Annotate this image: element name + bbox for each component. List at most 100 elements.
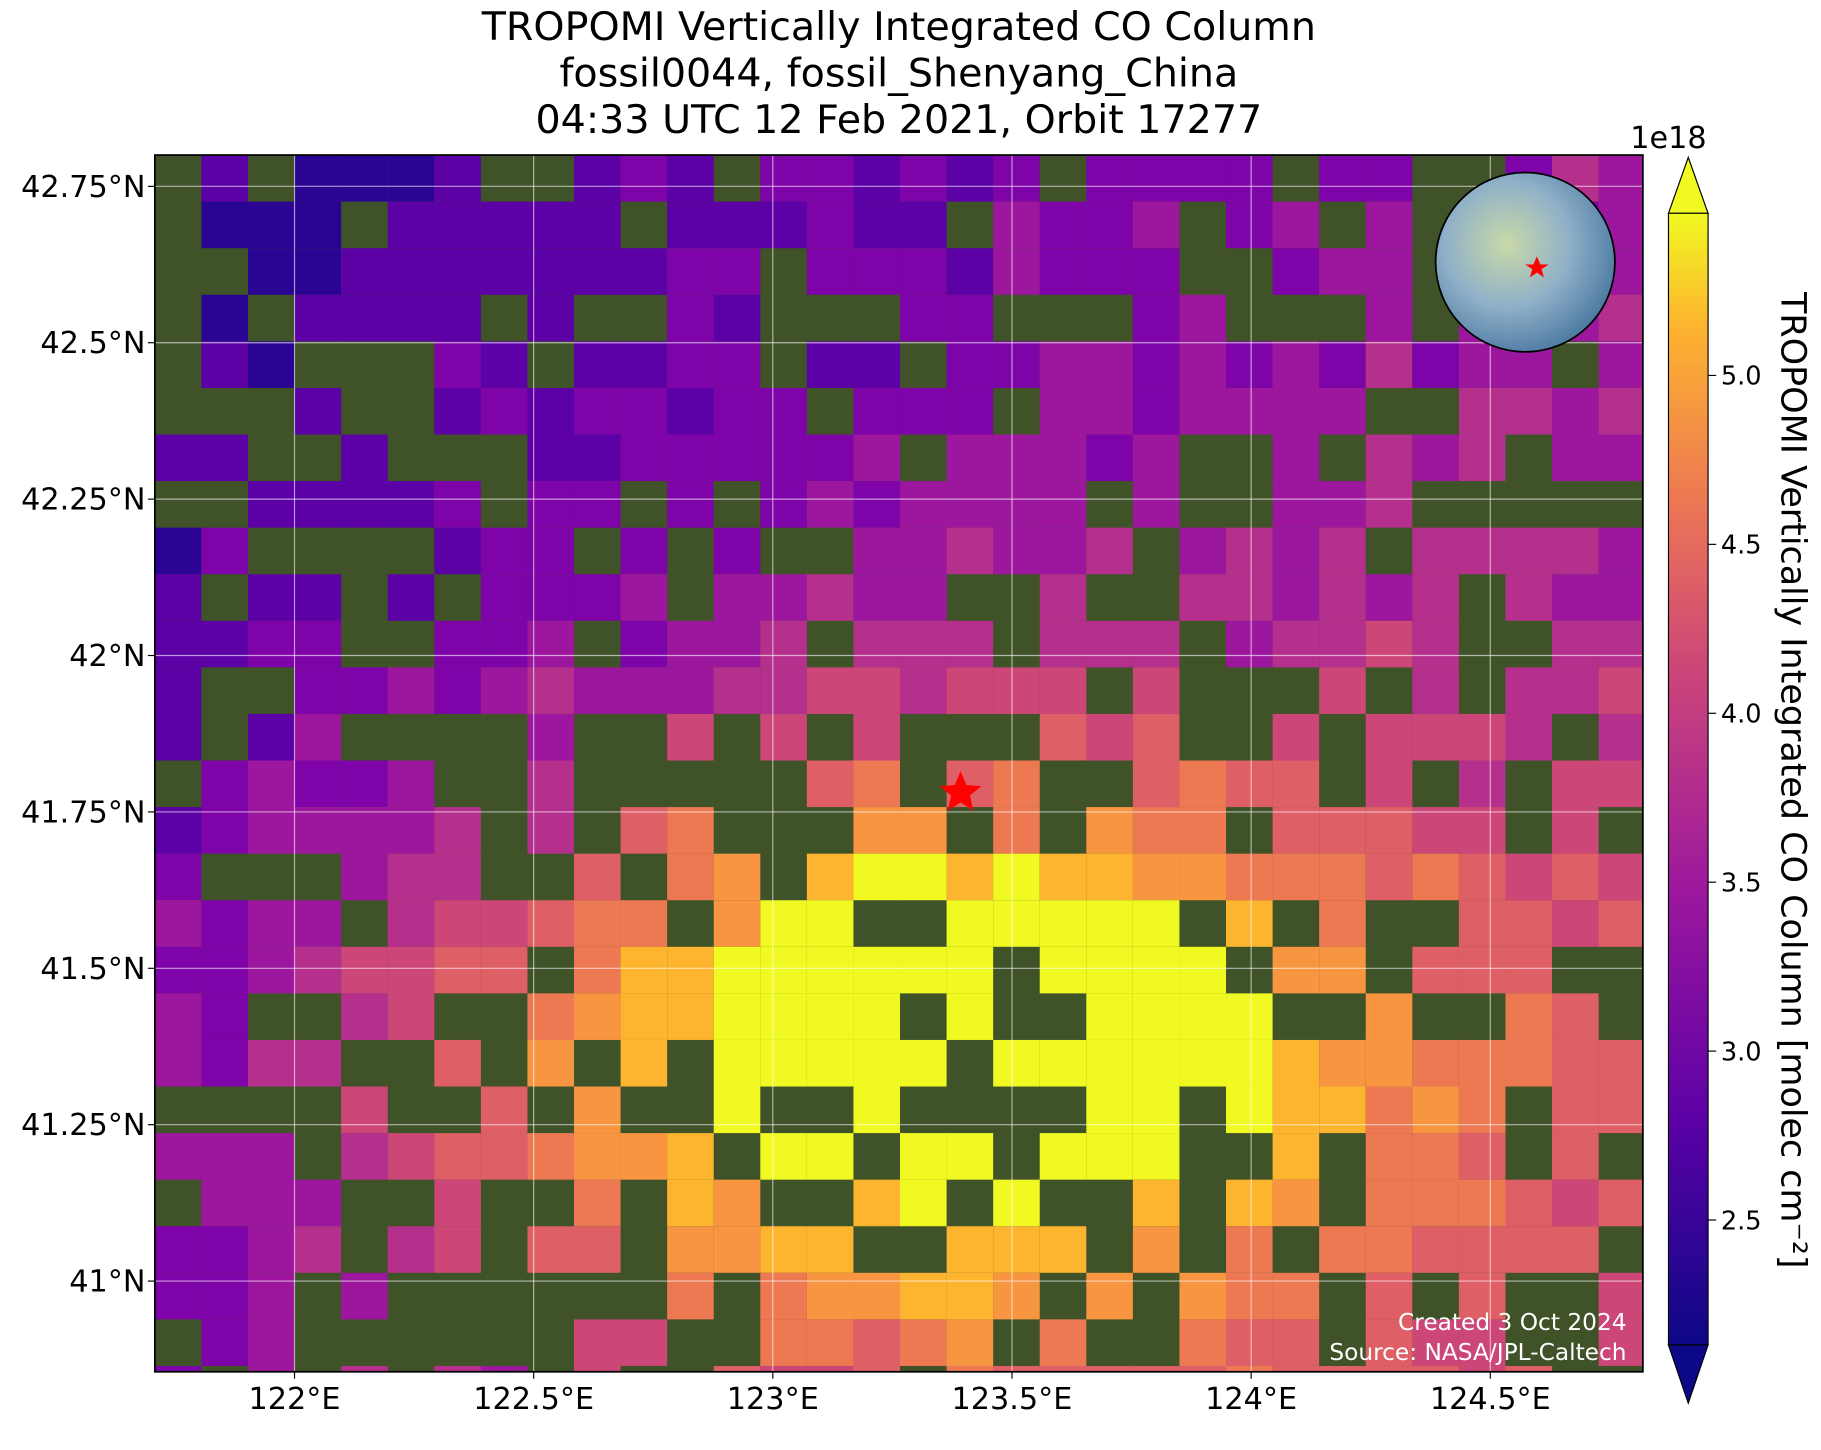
pixel xyxy=(853,155,901,202)
pixel xyxy=(1412,1179,1459,1227)
pixel xyxy=(1179,341,1227,388)
pixel xyxy=(1226,1365,1273,1372)
colorbar-tick-label: 3.0 xyxy=(1721,1037,1762,1067)
pixel xyxy=(1365,1226,1413,1273)
pixel xyxy=(713,667,761,714)
pixel xyxy=(1552,1133,1599,1180)
pixel xyxy=(1179,853,1227,901)
pixel xyxy=(201,620,249,668)
pixel xyxy=(480,946,528,994)
colorbar-tick-label: 5.0 xyxy=(1721,362,1762,392)
pixel xyxy=(1458,1226,1506,1273)
pixel xyxy=(341,434,388,482)
colorbar-tick-label: 4.0 xyxy=(1721,700,1762,730)
pixel xyxy=(480,574,528,621)
pixel xyxy=(946,481,994,528)
pixel xyxy=(1086,1133,1133,1180)
pixel xyxy=(1272,1086,1320,1134)
pixel xyxy=(1598,713,1643,761)
pixel xyxy=(1039,1133,1087,1180)
pixel xyxy=(248,341,295,388)
pixel xyxy=(667,1179,714,1227)
pixel xyxy=(154,713,202,761)
pixel xyxy=(806,667,854,714)
pixel xyxy=(713,1039,761,1087)
pixel xyxy=(667,853,714,901)
pixel xyxy=(853,341,901,388)
pixel xyxy=(713,248,761,295)
pixel xyxy=(1365,294,1413,342)
pixel xyxy=(434,294,481,342)
pixel xyxy=(480,527,528,575)
pixel xyxy=(946,1365,994,1372)
pixel xyxy=(1132,1133,1180,1180)
pixel xyxy=(853,481,901,528)
pixel xyxy=(853,1272,901,1320)
pixel xyxy=(1412,620,1459,668)
pixel xyxy=(993,760,1040,808)
pixel xyxy=(1226,341,1273,388)
pixel xyxy=(201,201,249,249)
pixel xyxy=(667,667,714,714)
pixel xyxy=(1505,946,1553,994)
pixel xyxy=(1179,155,1227,202)
pixel xyxy=(1272,1272,1320,1320)
pixel xyxy=(993,201,1040,249)
pixel xyxy=(1039,667,1087,714)
pixel xyxy=(1132,1086,1180,1134)
pixel xyxy=(294,294,342,342)
pixel xyxy=(1319,387,1366,435)
map-area xyxy=(154,155,1643,1372)
pixel xyxy=(1458,946,1506,994)
pixel xyxy=(387,248,435,295)
pixel xyxy=(1272,1179,1320,1227)
pixel xyxy=(1412,1226,1459,1273)
pixel xyxy=(1505,1039,1553,1087)
pixel xyxy=(1226,1226,1273,1273)
pixel xyxy=(1365,620,1413,668)
pixel xyxy=(201,1039,249,1087)
pixel xyxy=(760,1226,807,1273)
pixel xyxy=(806,155,854,202)
pixel xyxy=(713,620,761,668)
pixel xyxy=(1272,481,1320,528)
pixel xyxy=(341,760,388,808)
pixel xyxy=(1272,1319,1320,1366)
pixel xyxy=(294,807,342,854)
pixel xyxy=(1365,853,1413,901)
pixel xyxy=(248,1365,295,1372)
pixel xyxy=(1598,1319,1643,1366)
pixel xyxy=(1272,946,1320,994)
pixel xyxy=(1179,807,1227,854)
pixel xyxy=(1505,667,1553,714)
pixel xyxy=(434,1133,481,1180)
pixel xyxy=(1272,807,1320,854)
pixel xyxy=(434,481,481,528)
pixel xyxy=(154,620,202,668)
pixel xyxy=(760,1319,807,1366)
pixel xyxy=(480,1365,528,1372)
pixel xyxy=(1132,667,1180,714)
pixel xyxy=(1552,760,1599,808)
pixel xyxy=(806,1272,854,1320)
pixel xyxy=(900,574,947,621)
pixel xyxy=(1598,667,1643,714)
pixel xyxy=(1552,1226,1599,1273)
pixel xyxy=(1132,294,1180,342)
pixel xyxy=(248,574,295,621)
pixel xyxy=(946,667,994,714)
pixel xyxy=(1039,1365,1087,1372)
pixel xyxy=(387,1226,435,1273)
pixel xyxy=(1598,434,1643,482)
pixel xyxy=(1039,713,1087,761)
pixel xyxy=(154,667,202,714)
pixel xyxy=(480,201,528,249)
pixel xyxy=(1412,1133,1459,1180)
pixel xyxy=(853,667,901,714)
pixel xyxy=(154,946,202,994)
pixel xyxy=(1272,527,1320,575)
colorbar-bar xyxy=(1667,212,1709,1346)
pixel xyxy=(1319,527,1366,575)
pixel xyxy=(667,434,714,482)
